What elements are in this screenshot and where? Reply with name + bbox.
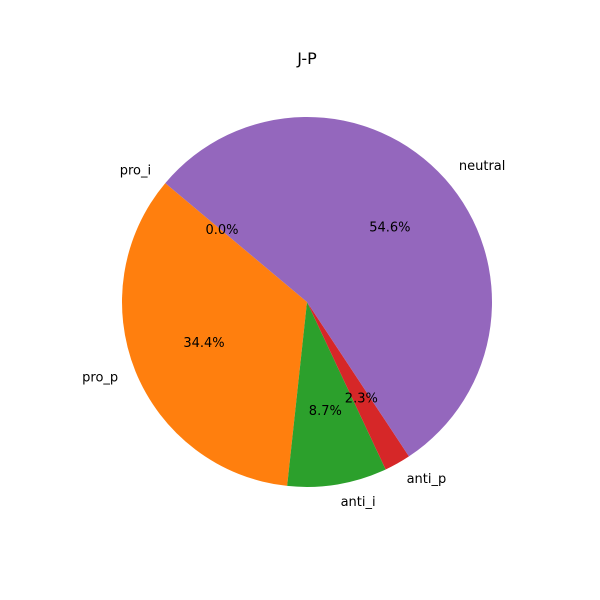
pie-slice-anti-p bbox=[307, 302, 409, 470]
slice-label-anti-i: anti_i bbox=[341, 495, 376, 510]
chart-title: J-P bbox=[296, 49, 317, 68]
slice-label-anti-p: anti_p bbox=[407, 472, 447, 487]
pie-slice-neutral bbox=[165, 117, 492, 457]
slice-label-pro-p: pro_p bbox=[82, 370, 118, 385]
pie-slice-anti-i bbox=[287, 302, 386, 487]
labels-layer: pro_i 0.0% pro_p 34.4% anti_i 8.7% anti_p 2.3% n… bbox=[82, 159, 505, 510]
slice-pct-pro-i: 0.0% bbox=[205, 223, 238, 238]
slice-pct-neutral: 54.6% bbox=[369, 221, 410, 236]
slices-layer bbox=[122, 117, 492, 487]
pie-slice-pro-p bbox=[122, 183, 308, 486]
slice-pct-anti-i: 8.7% bbox=[309, 404, 342, 419]
slice-pct-pro-p: 34.4% bbox=[183, 336, 224, 351]
slice-label-pro-i: pro_i bbox=[120, 164, 151, 179]
slice-label-neutral: neutral bbox=[459, 159, 506, 174]
slice-pct-anti-p: 2.3% bbox=[345, 391, 378, 406]
